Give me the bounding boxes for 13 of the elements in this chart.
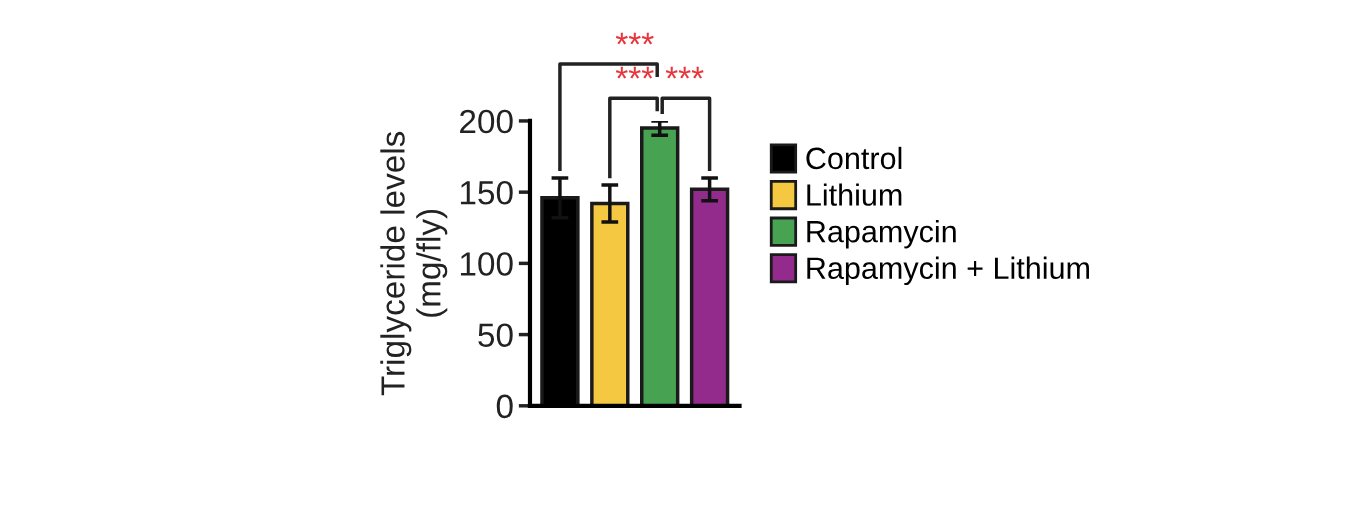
legend-label: Rapamycin (807, 219, 956, 249)
y-axis-title: Triglyceride levels (mg/fly) (380, 131, 448, 396)
y-tick-label: 0 (496, 394, 513, 419)
y-tick-label: 200 (460, 109, 513, 134)
text: *** (615, 32, 654, 45)
y-tick-label: 50 (478, 323, 513, 347)
text: *** (615, 66, 654, 79)
legend-label: Control (806, 146, 902, 170)
legend-label: Lithium (807, 183, 902, 206)
y-tick-label: 150 (460, 180, 513, 205)
legend-label: Rapamycin + Lithium (807, 256, 1089, 286)
y-tick-label: 100 (460, 252, 513, 276)
text: *** (665, 66, 704, 79)
